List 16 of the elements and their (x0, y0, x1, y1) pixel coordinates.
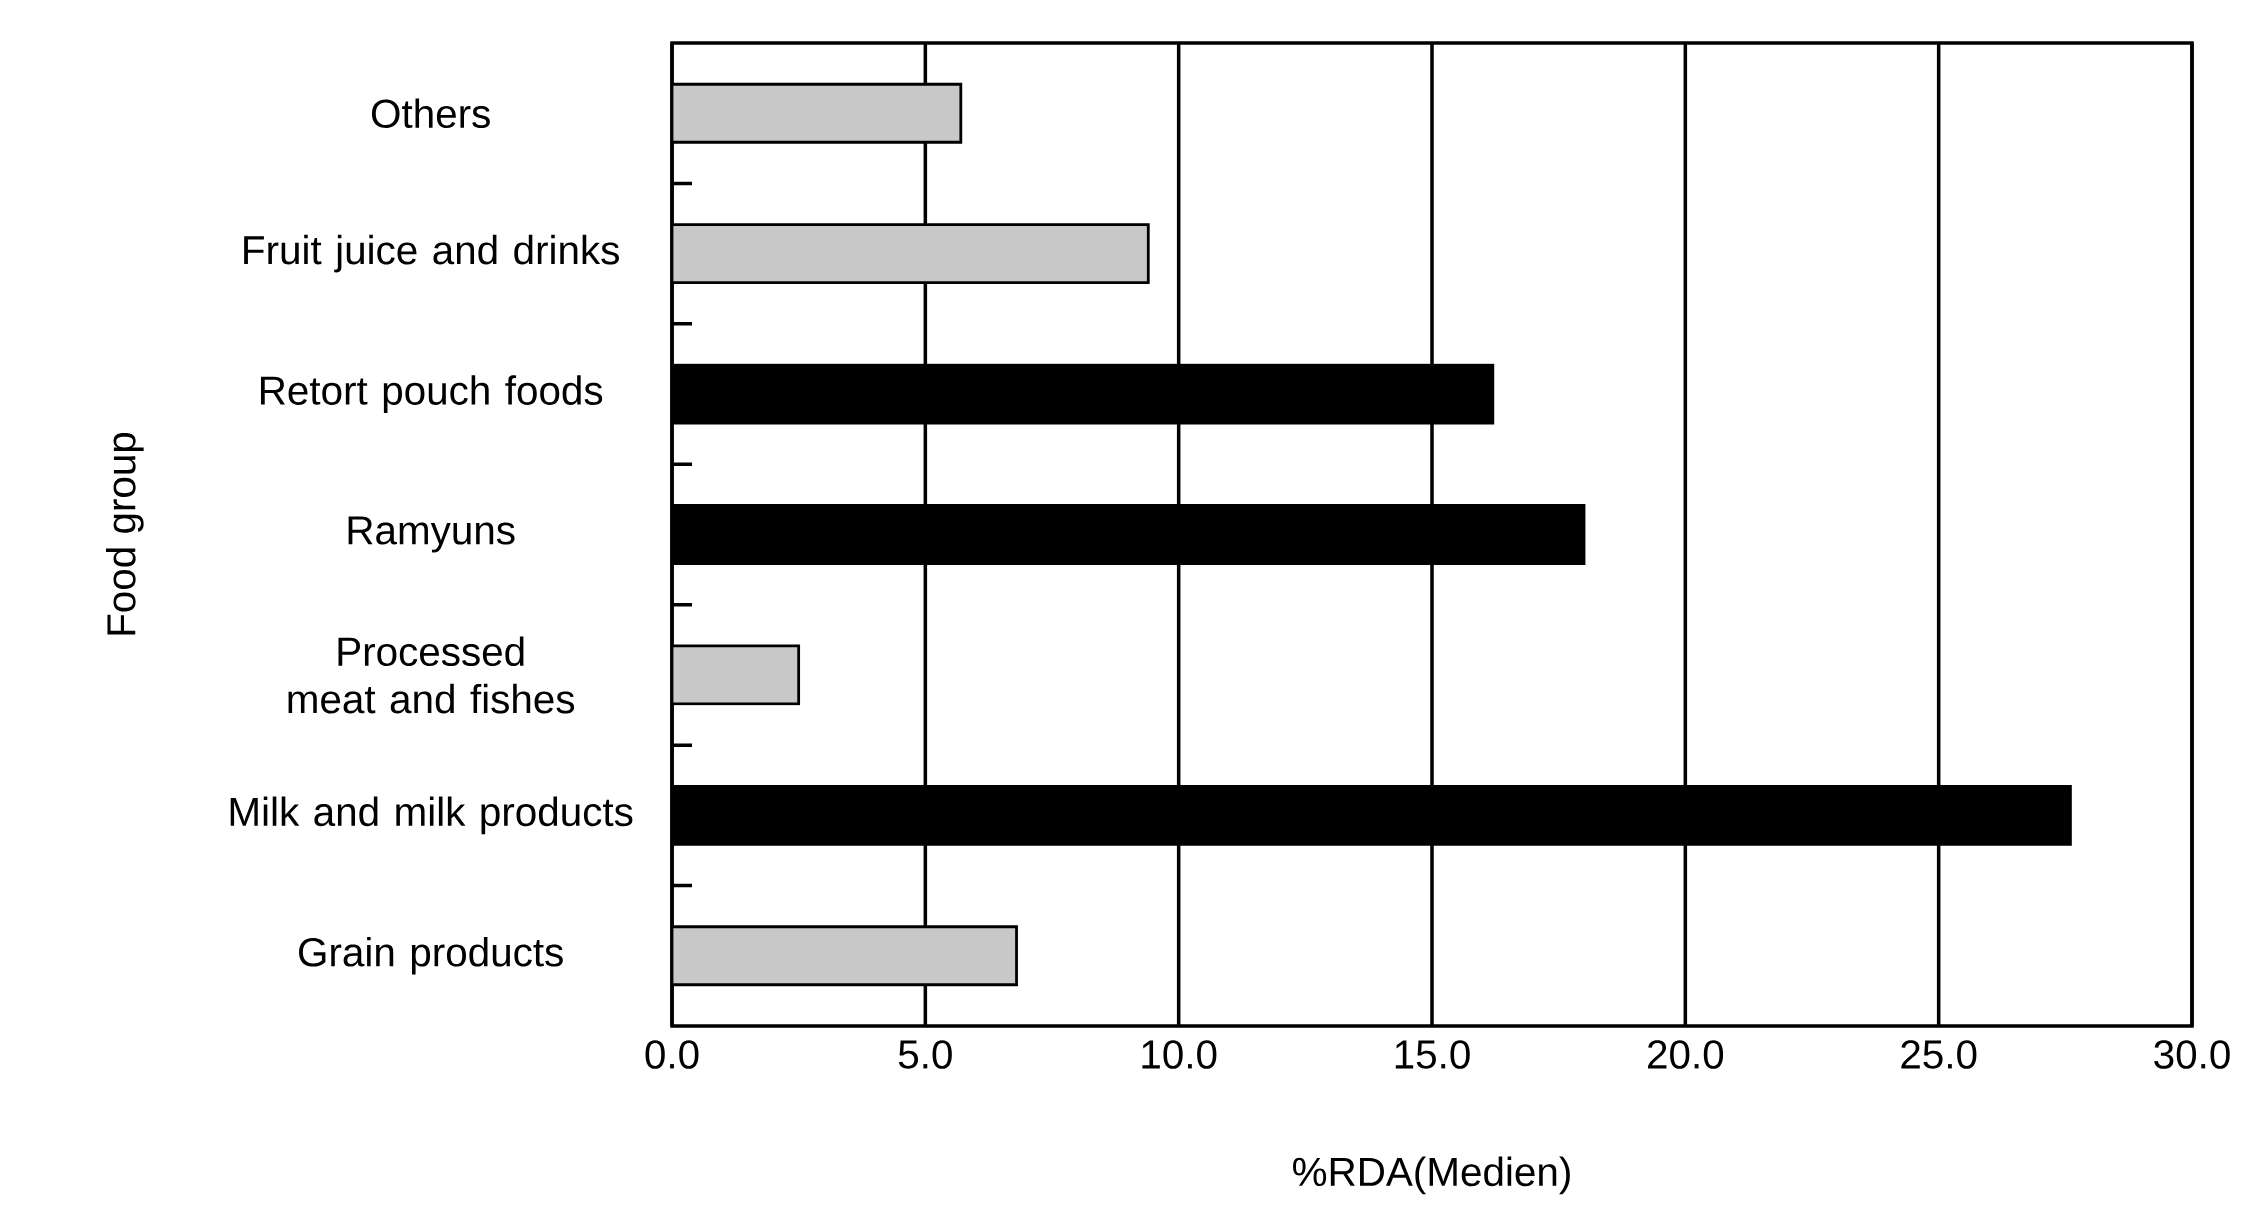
x-tick-label: 10.0 (1142, 1040, 1217, 1069)
y-tick-label: Processed meat and fishes (288, 636, 575, 714)
x-tick-label: 20.0 (1648, 1040, 1724, 1069)
y-tick-label: Others (371, 98, 490, 129)
x-tick-label: 0.0 (645, 1040, 699, 1069)
x-tick-label: 25.0 (1901, 1040, 1977, 1069)
x-axis-title: %RDA(Medien) (1293, 1156, 1570, 1195)
y-tick-label: Ramyuns (348, 516, 515, 553)
x-tick-label: 15.0 (1395, 1040, 1470, 1069)
y-tick-label: Milk and milk products (230, 796, 633, 835)
x-tick-label: 30.0 (2154, 1040, 2230, 1069)
y-tick-label: Retort pouch foods (260, 375, 603, 414)
y-axis-title: Food group (105, 433, 144, 635)
y-tick-label: Fruit juice and drinks (244, 234, 619, 273)
y-tick-label: Grain products (299, 937, 563, 975)
x-tick-label: 5.0 (898, 1040, 952, 1069)
